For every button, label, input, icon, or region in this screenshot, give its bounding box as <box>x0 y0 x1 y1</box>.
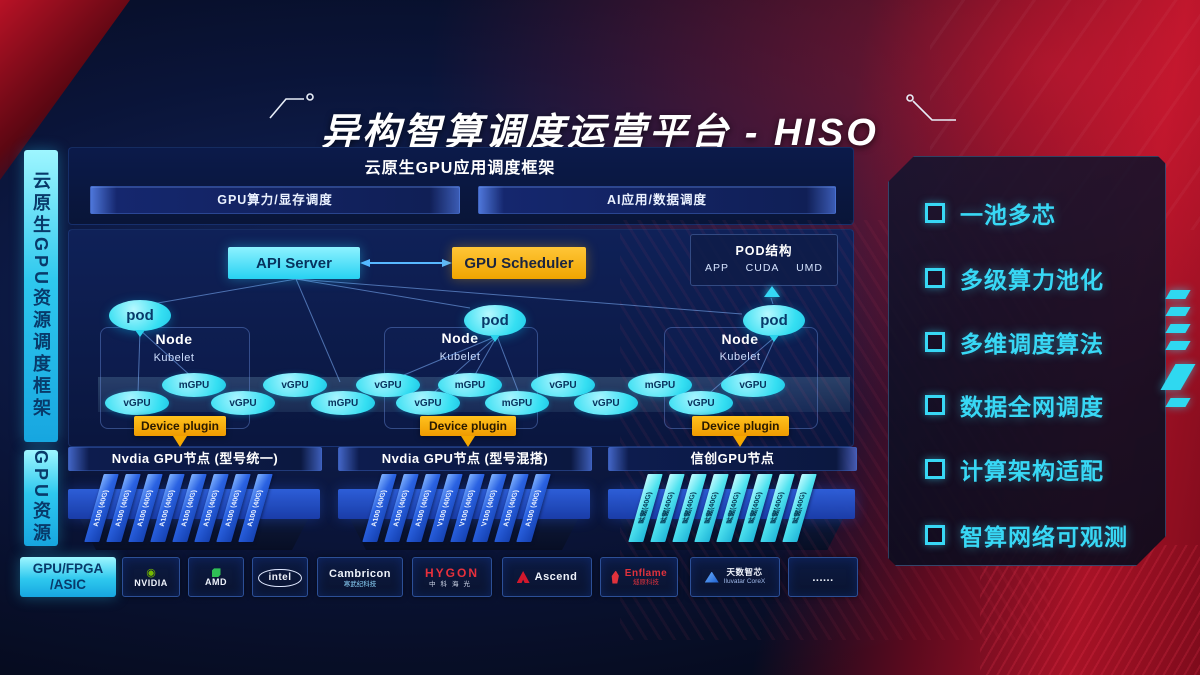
vendor-subtitle: 中科海光 <box>428 581 475 589</box>
nvidia-logo-icon: ◉ <box>146 566 156 579</box>
hardware-line1: GPU/FPGA <box>32 560 104 576</box>
gpu-scheduler-box: GPU Scheduler <box>452 247 586 279</box>
app-scheduler-header: 云原生GPU应用调度框架 <box>364 160 556 177</box>
gpu-node-bar-xinchuang: 信创GPU节点 <box>608 447 857 471</box>
rail-gpu-resource-label: GPU资源 <box>24 450 58 546</box>
vendor-text: Enflame 燧原科技 <box>625 568 667 587</box>
vendor-name: Ascend <box>534 570 578 583</box>
feature-item: 一池多芯 <box>925 197 1056 229</box>
pod-ellipse: pod <box>743 305 805 342</box>
pod-ellipse: pod <box>464 305 526 342</box>
amd-logo-icon <box>211 568 221 578</box>
vendor-tile-cambricon: Cambricon 寒武纪科技 <box>317 557 403 597</box>
vendor-tile-amd: AMD <box>188 557 244 597</box>
vendor-text: NVIDIA <box>134 578 168 588</box>
gpu-node-bar-mixed: Nvdia GPU节点 (型号混搭) <box>338 447 592 471</box>
vendor-subtitle: 燧原科技 <box>633 579 659 587</box>
rail-framework-label: 云原生GPU资源调度框架 <box>24 150 58 442</box>
pod-layer-app: APP <box>705 262 730 274</box>
gpu-node-bar-uniform: Nvdia GPU节点 (型号统一) <box>68 447 322 471</box>
feature-label: 数据全网调度 <box>960 394 1104 420</box>
feature-panel: 一池多芯多级算力池化 多维调度算法 数据全网调度 计算架构适配 智算网络可观测 <box>888 156 1166 566</box>
gpu-slice-ellipse: vGPU <box>263 373 327 397</box>
pod-layer-cuda: CUDA <box>745 262 780 274</box>
device-plugin-box: Device plugin <box>420 416 516 436</box>
api-server-box: API Server <box>228 247 360 279</box>
vendor-subtitle: 寒武纪科技 <box>343 580 377 588</box>
feature-label: 一池多芯 <box>960 202 1056 228</box>
vendor-name: NVIDIA <box>134 577 168 588</box>
vendor-text: 天数智芯 Iluvatar CoreX <box>723 567 766 586</box>
title-decoration-right <box>906 94 956 121</box>
gpu-slice-ellipse: vGPU <box>721 373 785 397</box>
square-bullet-icon <box>925 525 945 545</box>
pod-structure-arrow-icon <box>764 286 780 297</box>
device-plugin-arrow-icon <box>461 436 475 447</box>
vendor-subtitle: Iluvatar CoreX <box>723 578 766 586</box>
gpu-slice-ellipse: mGPU <box>485 391 549 415</box>
vendor-name: AMD <box>205 577 227 588</box>
square-bullet-icon <box>925 332 945 352</box>
gpu-slice-ellipse: vGPU <box>396 391 460 415</box>
vendor-name: 天数智芯 <box>726 567 763 578</box>
device-plugin-arrow-icon <box>173 436 187 447</box>
device-plugin-box: Device plugin <box>692 416 789 436</box>
square-bullet-icon <box>925 395 945 415</box>
vendor-text: AMD <box>205 577 227 587</box>
vendor-name: ...... <box>812 571 834 584</box>
feature-item: 计算架构适配 <box>925 453 1104 485</box>
pod-structure-title: POD结构 <box>735 244 793 258</box>
ascend-logo-icon <box>516 571 530 583</box>
vendor-tile-intel: intel <box>252 557 308 597</box>
feature-item: 数据全网调度 <box>925 389 1104 421</box>
feature-item: 多级算力池化 <box>925 262 1104 294</box>
pod-structure-box: POD结构 APP CUDA UMD <box>690 234 838 286</box>
vendor-text: HYGON 中科海光 <box>424 566 479 589</box>
device-plugin-box: Device plugin <box>134 416 226 436</box>
vendor-tile-hygon: HYGON 中科海光 <box>412 557 492 597</box>
feature-label: 多维调度算法 <box>960 331 1104 357</box>
vendor-tile-nvidia: ◉ NVIDIA <box>122 557 180 597</box>
vendor-text: Ascend <box>535 571 578 584</box>
vendor-text: intel <box>258 568 302 588</box>
feature-item: 智算网络可观测 <box>925 519 1128 551</box>
gpu-slice-ellipse: vGPU <box>574 391 638 415</box>
gpu-slice-ellipse: vGPU <box>669 391 733 415</box>
bar-ai-data-scheduling: AI应用/数据调度 <box>478 186 836 214</box>
vendor-name: Enflame <box>624 567 668 579</box>
feature-label: 多级算力池化 <box>960 267 1104 293</box>
title-decoration-left <box>269 93 314 119</box>
vendor-name: Cambricon <box>329 567 391 580</box>
vendor-name: HYGON <box>424 566 479 581</box>
pod-layer-umd: UMD <box>796 262 823 274</box>
vendor-name: intel <box>258 568 302 588</box>
vendor-tile-dots: ...... <box>788 557 858 597</box>
square-bullet-icon <box>925 459 945 479</box>
hardware-line2: /ASIC <box>49 577 86 592</box>
device-plugin-arrow-icon <box>733 436 747 447</box>
vendor-tile-ascend: Ascend <box>502 557 592 597</box>
enflame-logo-icon <box>611 570 619 584</box>
feature-label: 智算网络可观测 <box>960 524 1128 550</box>
square-bullet-icon <box>925 203 945 223</box>
gpu-slice-ellipse: vGPU <box>105 391 169 415</box>
square-bullet-icon <box>925 268 945 288</box>
vendor-tile-iluvatar: 天数智芯 Iluvatar CoreX <box>690 557 780 597</box>
feature-item: 多维调度算法 <box>925 326 1104 358</box>
iluvatar-logo-icon <box>704 571 719 583</box>
gpu-slice-ellipse: mGPU <box>311 391 375 415</box>
pod-ellipse: pod <box>109 300 171 337</box>
gpu-slice-ellipse: mGPU <box>162 373 226 397</box>
vendor-text: ...... <box>812 572 833 585</box>
feature-label: 计算架构适配 <box>960 458 1104 484</box>
vendor-tile-enflame: Enflame 燧原科技 <box>600 557 678 597</box>
feature-list: 一池多芯多级算力池化 多维调度算法 数据全网调度 计算架构适配 智算网络可观测 <box>889 157 1165 565</box>
gpu-slice-ellipse: vGPU <box>211 391 275 415</box>
vendor-text: Cambricon 寒武纪科技 <box>329 568 391 588</box>
rail-hardware-label: GPU/FPGA /ASIC <box>20 557 116 597</box>
bar-gpu-compute-scheduling: GPU算力/显存调度 <box>90 186 460 214</box>
